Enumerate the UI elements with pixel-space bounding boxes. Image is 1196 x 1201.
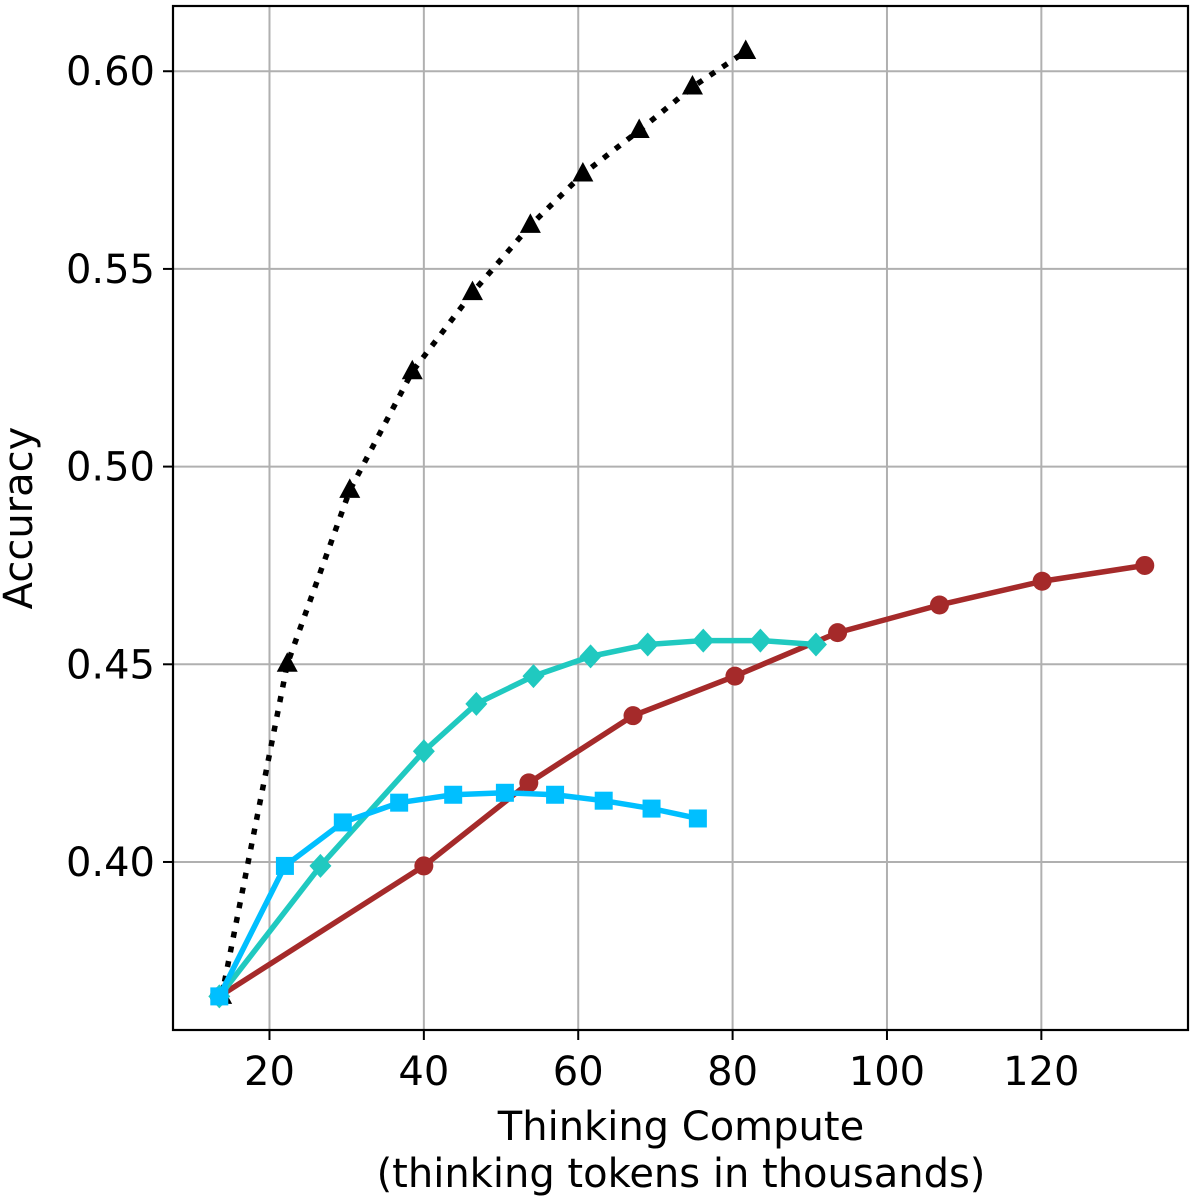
x-axis-title-line2: (thinking tokens in thousands) (377, 1151, 986, 1197)
y-tick-label: 0.45 (66, 642, 155, 688)
data-point-circle (623, 706, 643, 726)
y-axis-ticks: 0.40 0.45 0.50 0.55 0.60 (66, 49, 173, 886)
series-triangle (211, 39, 757, 1004)
data-point-square (275, 856, 294, 875)
data-point-triangle (681, 75, 703, 95)
series-square (210, 783, 707, 1006)
data-point-triangle (461, 280, 483, 301)
data-point-triangle (628, 118, 650, 139)
grid (173, 6, 1188, 1030)
data-point-diamond (749, 628, 772, 653)
data-point-diamond (465, 691, 488, 716)
data-point-circle (828, 623, 848, 643)
y-tick-label: 0.50 (66, 445, 155, 491)
data-point-diamond (636, 632, 659, 657)
data-point-square (210, 987, 229, 1006)
x-axis-ticks: 20 40 60 80 100 120 (244, 1030, 1080, 1095)
x-tick-label: 100 (849, 1049, 925, 1095)
series-line (218, 49, 748, 997)
y-tick-label: 0.60 (66, 49, 155, 95)
data-point-triangle (401, 359, 423, 380)
data-point-diamond (579, 644, 602, 669)
data-point-square (546, 785, 565, 804)
x-tick-label: 20 (244, 1049, 295, 1095)
data-point-triangle (572, 162, 594, 182)
data-point-circle (414, 856, 434, 876)
data-point-square (333, 813, 352, 832)
data-point-square (688, 809, 707, 828)
data-point-square (642, 799, 661, 818)
data-point-triangle (339, 478, 361, 498)
x-tick-label: 80 (707, 1049, 758, 1095)
data-point-circle (725, 666, 745, 686)
data-point-diamond (522, 664, 545, 689)
x-tick-label: 120 (1003, 1049, 1079, 1095)
data-point-square (495, 783, 514, 802)
x-axis-title-line1: Thinking Compute (497, 1104, 864, 1150)
data-point-triangle (519, 213, 541, 233)
series-circle (209, 555, 1155, 1006)
series-line (217, 637, 817, 999)
data-point-square (444, 785, 463, 804)
data-point-triangle (276, 652, 298, 672)
data-point-circle (1032, 571, 1052, 591)
data-point-diamond (412, 739, 435, 764)
data-point-diamond (804, 632, 827, 657)
series-line (216, 790, 699, 998)
y-tick-label: 0.55 (66, 247, 155, 293)
x-tick-label: 60 (553, 1049, 604, 1095)
data-point-diamond (692, 628, 715, 653)
data-point-diamond (309, 853, 332, 878)
data-point-circle (1135, 555, 1155, 575)
y-axis-title: Accuracy (0, 427, 42, 610)
data-point-circle (519, 773, 539, 793)
plot-frame (171, 4, 1190, 1032)
data-point-square (390, 793, 409, 812)
series-layer (208, 39, 1155, 1009)
x-tick-label: 40 (398, 1049, 449, 1095)
data-point-circle (929, 595, 949, 615)
data-point-square (594, 791, 613, 810)
series-line (217, 562, 1146, 999)
data-point-triangle (735, 39, 757, 59)
y-tick-label: 0.40 (66, 840, 155, 886)
